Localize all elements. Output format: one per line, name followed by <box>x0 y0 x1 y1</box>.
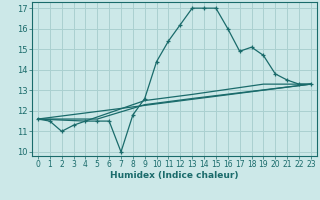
X-axis label: Humidex (Indice chaleur): Humidex (Indice chaleur) <box>110 171 239 180</box>
